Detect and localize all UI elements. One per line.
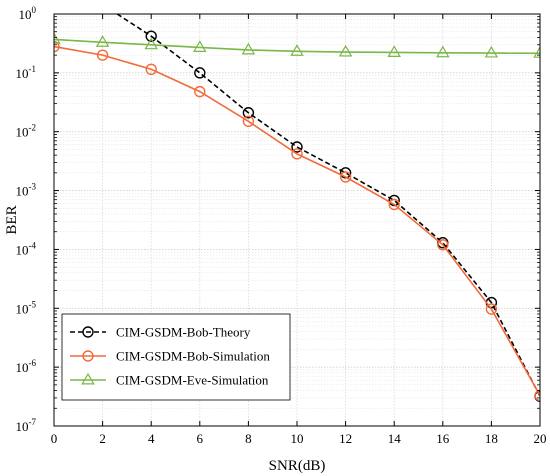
x-tick-label: 14	[388, 431, 402, 446]
axis-ticks: 0 2 4 6 8 10 12 14 16 18 20 10-7 10-6 10-5 10-4 10-3 10-…	[16, 5, 547, 446]
y-tick-label: 10-7	[16, 417, 37, 434]
legend-box	[61, 313, 291, 401]
data-point	[193, 40, 207, 52]
data-point	[339, 171, 352, 183]
x-tick-label: 12	[339, 431, 352, 446]
series-line	[54, 38, 540, 55]
data-point	[96, 49, 109, 61]
data-point	[484, 45, 499, 58]
data-point	[54, 32, 61, 44]
y-axis-label: BER	[4, 205, 20, 234]
x-tick-label: 10	[291, 431, 304, 446]
x-tick-label: 18	[485, 431, 498, 446]
legend-label: CIM-GSDM-Bob-Simulation	[116, 349, 270, 364]
legend-swatch-marker	[82, 350, 94, 362]
data-point	[54, 40, 60, 53]
series-line	[116, 14, 540, 397]
x-axis-label: SNR(dB)	[269, 458, 326, 474]
series-line	[54, 45, 540, 396]
data-point	[534, 389, 540, 402]
data-point	[145, 30, 157, 42]
x-tick-label: 16	[436, 431, 450, 446]
x-tick-label: 4	[148, 431, 155, 446]
data-point	[437, 239, 449, 251]
data-point	[241, 42, 256, 55]
legend: CIM-GSDM-Bob-Theory CIM-GSDM-Bob-Simulati…	[61, 313, 291, 401]
y-tick-label: 10-4	[16, 240, 37, 257]
series-2	[54, 40, 540, 402]
y-tick-label: 10-3	[16, 182, 37, 199]
data-point	[290, 44, 304, 56]
data-point	[533, 46, 540, 58]
data-point	[291, 141, 303, 153]
y-tick-label: 10-6	[16, 358, 37, 375]
data-point	[242, 115, 255, 128]
data-point	[144, 37, 158, 50]
data-point	[291, 148, 303, 160]
x-tick-label: 6	[197, 431, 204, 446]
legend-swatch-marker	[81, 372, 95, 385]
data-point	[194, 67, 206, 79]
legend-label: CIM-GSDM-Bob-Theory	[116, 325, 251, 340]
data-point	[387, 45, 401, 57]
series-lines	[54, 14, 540, 402]
legend-label: CIM-GSDM-Eve-Simulation	[116, 373, 269, 388]
x-tick-label: 8	[245, 431, 252, 446]
x-tick-label: 20	[534, 431, 547, 446]
data-point	[388, 198, 400, 211]
data-point	[95, 35, 110, 47]
series-3	[54, 32, 540, 58]
data-point	[194, 85, 206, 98]
x-tick-label: 2	[99, 431, 106, 446]
y-tick-label: 10-1	[16, 64, 37, 81]
y-tick-label: 100	[19, 5, 37, 22]
legend-swatch-marker	[82, 326, 94, 338]
y-tick-label: 10-5	[16, 299, 37, 316]
data-point	[338, 44, 353, 57]
data-point	[242, 107, 255, 119]
data-point	[485, 303, 498, 315]
x-tick-label: 0	[51, 431, 58, 446]
data-point	[145, 63, 157, 75]
y-tick-label: 10-2	[16, 123, 37, 140]
data-point	[436, 45, 450, 58]
